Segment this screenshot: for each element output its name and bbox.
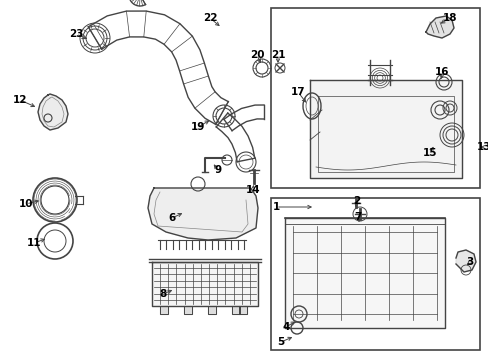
Polygon shape [309, 80, 461, 178]
Text: 13: 13 [476, 142, 488, 152]
Polygon shape [183, 306, 192, 314]
Text: 8: 8 [159, 289, 166, 299]
Polygon shape [148, 188, 258, 240]
Text: 5: 5 [277, 337, 284, 347]
Text: 9: 9 [214, 165, 221, 175]
Text: 10: 10 [19, 199, 33, 209]
Text: 4: 4 [282, 322, 289, 332]
Polygon shape [38, 94, 68, 130]
Text: 14: 14 [245, 185, 260, 195]
Polygon shape [425, 16, 453, 38]
Text: 6: 6 [168, 213, 175, 223]
Text: 19: 19 [190, 122, 205, 132]
Text: 7: 7 [354, 212, 361, 222]
Text: 22: 22 [203, 13, 217, 23]
Text: 3: 3 [466, 257, 473, 267]
Polygon shape [207, 306, 216, 314]
Polygon shape [455, 250, 475, 272]
Text: 12: 12 [13, 95, 27, 105]
Polygon shape [239, 306, 246, 314]
Polygon shape [160, 306, 168, 314]
Bar [270, 198, 479, 350]
Text: 18: 18 [442, 13, 456, 23]
Polygon shape [152, 262, 258, 306]
Text: 11: 11 [27, 238, 41, 248]
Text: 2: 2 [353, 196, 360, 206]
Polygon shape [231, 306, 240, 314]
Bar [270, 8, 479, 188]
Text: 20: 20 [249, 50, 264, 60]
Text: 1: 1 [272, 202, 279, 212]
Text: 15: 15 [422, 148, 436, 158]
Text: 16: 16 [434, 67, 448, 77]
Polygon shape [285, 218, 444, 328]
Text: 23: 23 [69, 29, 83, 39]
Text: 17: 17 [290, 87, 305, 97]
Text: 21: 21 [270, 50, 285, 60]
